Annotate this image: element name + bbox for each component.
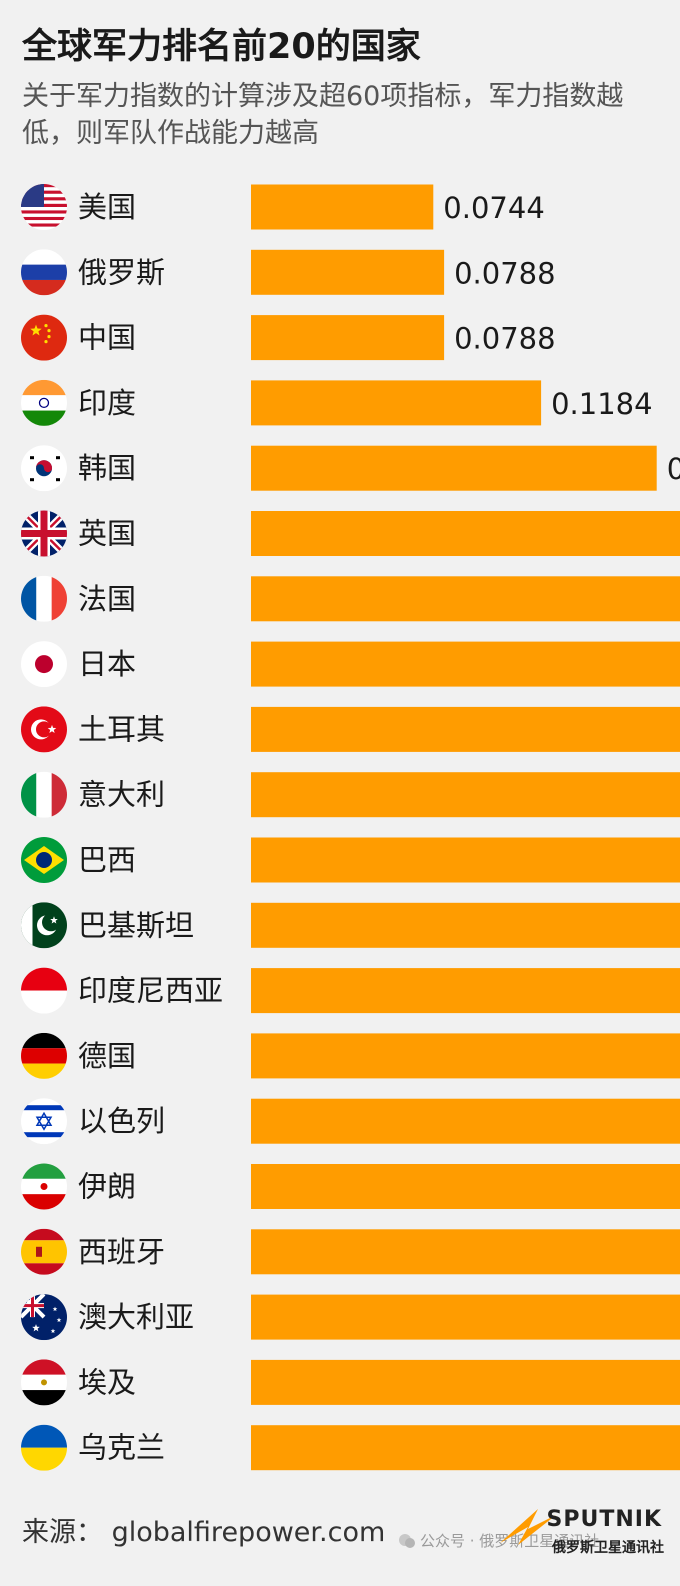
sputnik-subtitle: 俄罗斯卫星通讯社 — [552, 1540, 664, 1556]
flag-india-icon — [21, 379, 67, 426]
chart-row: 乌克兰0.3755 — [21, 1424, 680, 1471]
source-label: 来源： globalfirepower.com — [22, 1517, 386, 1548]
category-label: 土耳其 — [78, 712, 165, 746]
category-label: 美国 — [78, 190, 136, 224]
flag-germany-icon — [21, 1032, 67, 1079]
value-label: 0.0788 — [454, 256, 555, 290]
bar — [251, 1294, 680, 1340]
category-label: 韩国 — [78, 451, 136, 485]
bar — [251, 249, 445, 295]
sputnik-brand: SPUTNIK — [546, 1507, 662, 1532]
flag-russia-icon — [21, 249, 67, 296]
bar — [251, 772, 680, 818]
flag-south-korea-icon — [21, 445, 67, 492]
flag-italy-icon — [21, 771, 67, 818]
flag-israel-icon — [21, 1098, 67, 1145]
category-label: 意大利 — [78, 778, 165, 812]
chart-row: 中国 0.0788 — [21, 314, 556, 361]
value-label: 0.1184 — [551, 387, 652, 421]
category-label: 中国 — [78, 321, 136, 355]
flag-iran-icon — [21, 1163, 67, 1210]
flag-indonesia-icon — [21, 967, 67, 1014]
bar — [251, 576, 680, 622]
chart-row: 俄罗斯 0.0788 — [21, 249, 556, 296]
chart-row: 美国 0.0744 — [21, 184, 545, 230]
chart-row: 印度尼西亚0.2557 — [21, 967, 680, 1014]
bar — [251, 1164, 680, 1209]
bar — [251, 380, 542, 426]
category-label: 澳大利亚 — [78, 1300, 194, 1334]
chart-row: 意大利0.2164 — [21, 771, 680, 818]
flag-turkey-icon — [21, 706, 67, 753]
value-label: 0.0788 — [454, 322, 555, 356]
category-label: 日本 — [78, 647, 136, 681]
chart-row: 土耳其0.1902 — [21, 706, 680, 753]
bar — [251, 837, 680, 883]
chart-row: 印度 0.1184 — [21, 379, 653, 426]
chart-row: 西班牙0.3242 — [21, 1228, 680, 1275]
flag-uk-icon — [21, 510, 67, 557]
bar — [251, 968, 680, 1014]
chart-row: 韩国 0.1656 — [21, 445, 680, 492]
category-label: 西班牙 — [78, 1235, 165, 1269]
chart-row: 日本0.1839 — [21, 641, 680, 688]
bar — [251, 1098, 680, 1144]
value-label: 0.0744 — [443, 191, 544, 225]
bar — [251, 1359, 680, 1405]
category-label: 巴基斯坦 — [78, 908, 194, 942]
chart-row: 英国0.1785 — [21, 510, 680, 557]
chart-row: 以色列0.2661 — [21, 1098, 680, 1145]
flag-japan-icon — [21, 641, 67, 688]
bar-chart: 美国 0.0744 俄罗斯 0.0788 中国 0.0788 印度 0.1184 韩国 0.165… — [21, 184, 680, 1471]
wechat-watermark: 公众号 · 俄罗斯卫星通讯社 — [398, 1530, 599, 1551]
flag-usa-icon — [21, 184, 67, 230]
bar — [251, 315, 445, 361]
category-label: 俄罗斯 — [78, 255, 165, 289]
bar — [251, 902, 680, 948]
wechat-icon — [399, 1534, 415, 1548]
bar — [251, 445, 657, 491]
category-label: 印度 — [78, 386, 136, 420]
chart-row: 伊朗0.3048 — [21, 1163, 680, 1210]
chart-row: 埃及0.3427 — [21, 1359, 680, 1406]
flag-australia-icon — [21, 1294, 67, 1341]
flag-china-icon — [21, 314, 67, 361]
flag-brazil-icon — [21, 837, 67, 883]
category-label: 巴西 — [78, 843, 136, 877]
flag-spain-icon — [21, 1228, 67, 1275]
flag-pakistan-icon — [21, 902, 67, 949]
category-label: 英国 — [78, 517, 136, 551]
watermark-text: 公众号 · 俄罗斯卫星通讯社 — [420, 1532, 600, 1550]
sputnik-swoosh-icon — [500, 1509, 556, 1545]
chart-subtitle: 关于军力指数的计算涉及超60项指标，军力指数越低，则军队作战能力越高 — [22, 81, 624, 149]
category-label: 伊朗 — [78, 1170, 136, 1204]
bar — [251, 706, 680, 752]
chart-row: 巴西0.2415 — [21, 837, 680, 883]
chart-row: 澳大利亚0.3298 — [21, 1294, 680, 1341]
sputnik-logo: SPUTNIK 俄罗斯卫星通讯社 — [498, 1503, 674, 1573]
chart-title: 全球军力排名前20的国家 — [22, 27, 421, 67]
chart-row: 巴基斯坦0.2513 — [21, 902, 680, 949]
bar — [251, 1033, 680, 1079]
chart-row: 德国0.2601 — [21, 1032, 680, 1079]
bar — [251, 184, 434, 230]
flag-france-icon — [21, 575, 67, 622]
bar — [251, 641, 680, 687]
chart-row: 法国0.1878 — [21, 575, 680, 622]
bar — [251, 1425, 680, 1471]
category-label: 印度尼西亚 — [78, 974, 223, 1008]
bar — [251, 1229, 680, 1275]
category-label: 法国 — [78, 582, 136, 616]
category-label: 以色列 — [78, 1104, 165, 1138]
value-label: 0.1656 — [667, 452, 680, 486]
category-label: 德国 — [78, 1039, 136, 1073]
flag-egypt-icon — [21, 1359, 67, 1406]
category-label: 乌克兰 — [78, 1431, 165, 1465]
category-label: 埃及 — [78, 1365, 136, 1399]
bar — [251, 511, 680, 556]
flag-ukraine-icon — [21, 1424, 67, 1471]
